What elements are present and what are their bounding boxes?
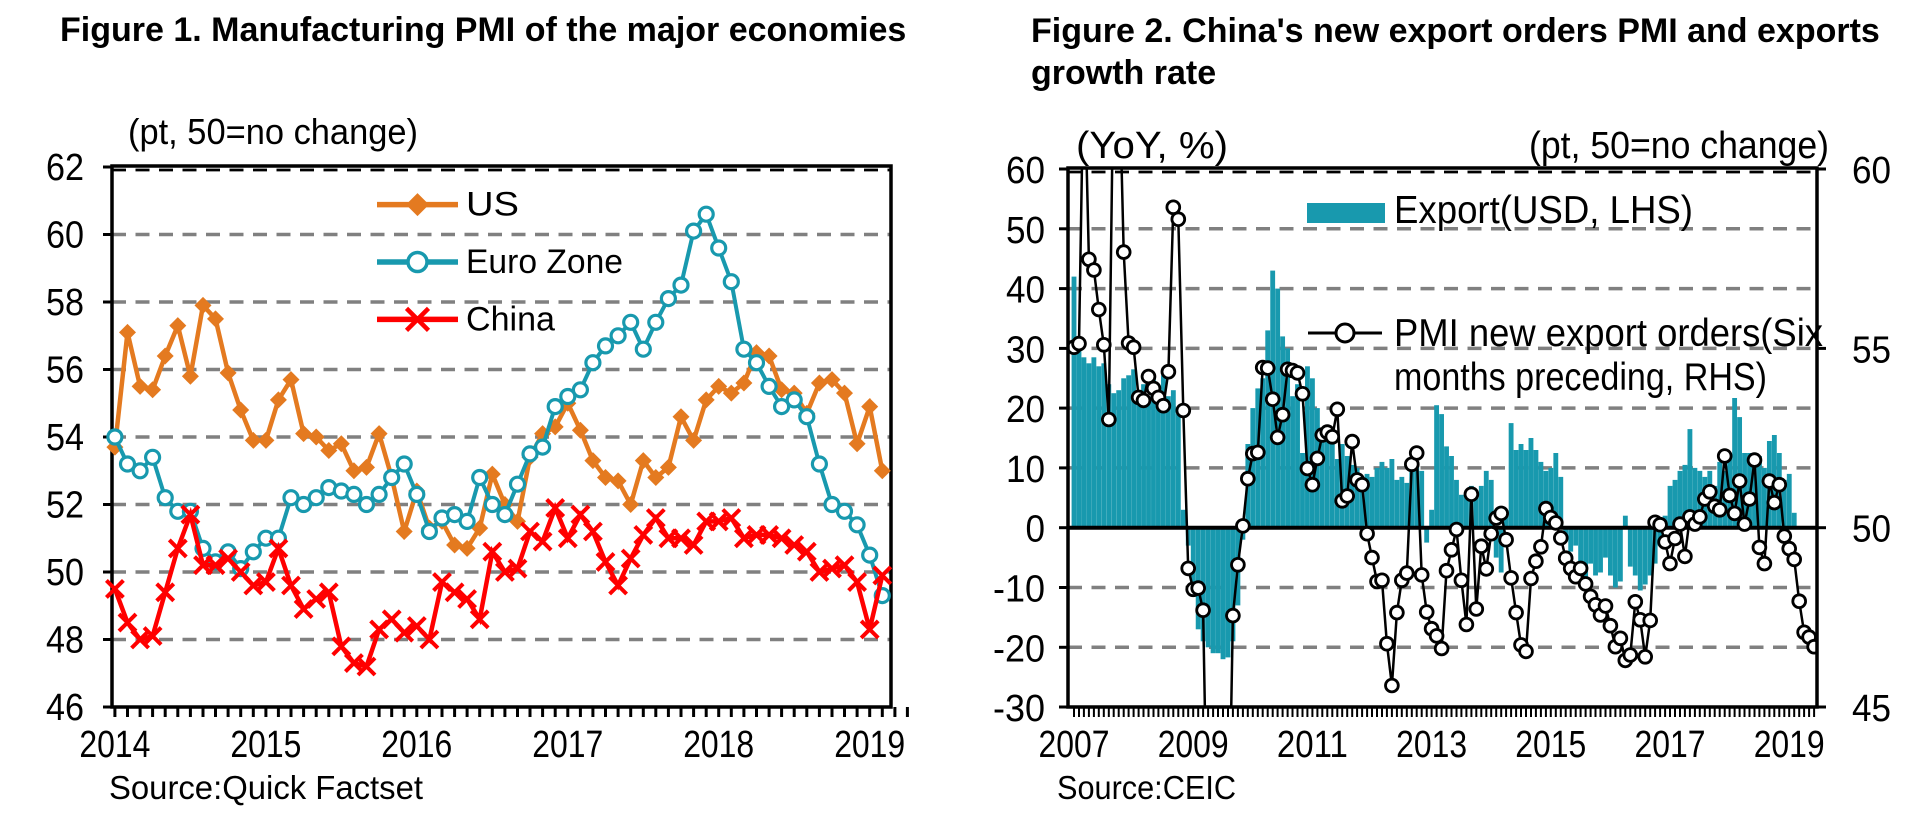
svg-text:-10: -10 (993, 569, 1045, 611)
svg-text:Export(USD, LHS): Export(USD, LHS) (1394, 189, 1693, 232)
svg-text:2017: 2017 (1635, 724, 1706, 766)
svg-text:2013: 2013 (1396, 724, 1467, 766)
svg-text:2017: 2017 (532, 724, 603, 766)
svg-text:52: 52 (46, 485, 84, 527)
svg-text:54: 54 (46, 417, 84, 459)
svg-text:-30: -30 (993, 688, 1045, 730)
svg-text:2014: 2014 (79, 724, 150, 766)
svg-text:10: 10 (1006, 449, 1045, 491)
svg-text:2009: 2009 (1158, 724, 1229, 766)
svg-text:Euro Zone: Euro Zone (466, 243, 623, 281)
svg-text:40: 40 (1006, 270, 1045, 312)
svg-text:58: 58 (46, 282, 84, 324)
svg-text:50: 50 (46, 552, 84, 594)
svg-text:Source:Quick Factset: Source:Quick Factset (109, 769, 423, 806)
svg-text:60: 60 (1006, 150, 1045, 192)
svg-text:2015: 2015 (1515, 724, 1586, 766)
svg-text:-20: -20 (993, 628, 1045, 670)
svg-text:Source:CEIC: Source:CEIC (1057, 769, 1236, 806)
svg-text:2018: 2018 (683, 724, 754, 766)
svg-text:2019: 2019 (834, 724, 905, 766)
svg-text:20: 20 (1006, 389, 1045, 431)
svg-text:62: 62 (46, 147, 84, 189)
svg-text:months preceding, RHS): months preceding, RHS) (1394, 356, 1767, 399)
svg-text:50: 50 (1852, 509, 1891, 551)
svg-text:2011: 2011 (1277, 724, 1348, 766)
svg-text:48: 48 (46, 620, 84, 662)
svg-text:60: 60 (46, 215, 84, 257)
svg-text:(pt, 50=no change): (pt, 50=no change) (128, 111, 418, 152)
svg-text:growth rate: growth rate (1031, 54, 1216, 92)
svg-text:2015: 2015 (230, 724, 301, 766)
svg-text:2007: 2007 (1039, 724, 1110, 766)
svg-text:China: China (466, 300, 555, 338)
svg-text:56: 56 (46, 350, 84, 392)
svg-text:US: US (466, 186, 519, 224)
svg-text:60: 60 (1852, 150, 1891, 192)
svg-text:30: 30 (1006, 329, 1045, 371)
svg-text:2019: 2019 (1754, 724, 1825, 766)
svg-text:(YoY, %): (YoY, %) (1076, 125, 1228, 167)
svg-text:2016: 2016 (381, 724, 452, 766)
svg-text:PMI new export orders(Six: PMI new export orders(Six (1394, 312, 1823, 355)
svg-text:Figure 2. China's new export o: Figure 2. China's new export orders PMI … (1031, 12, 1880, 50)
svg-text:45: 45 (1852, 688, 1891, 730)
svg-text:Figure 1. Manufacturing PMI of: Figure 1. Manufacturing PMI of the major… (60, 11, 906, 49)
svg-text:0: 0 (1026, 509, 1046, 551)
svg-text:46: 46 (46, 687, 84, 729)
svg-text:(pt, 50=no change): (pt, 50=no change) (1529, 125, 1829, 167)
svg-text:55: 55 (1852, 329, 1891, 371)
svg-text:50: 50 (1006, 210, 1045, 252)
